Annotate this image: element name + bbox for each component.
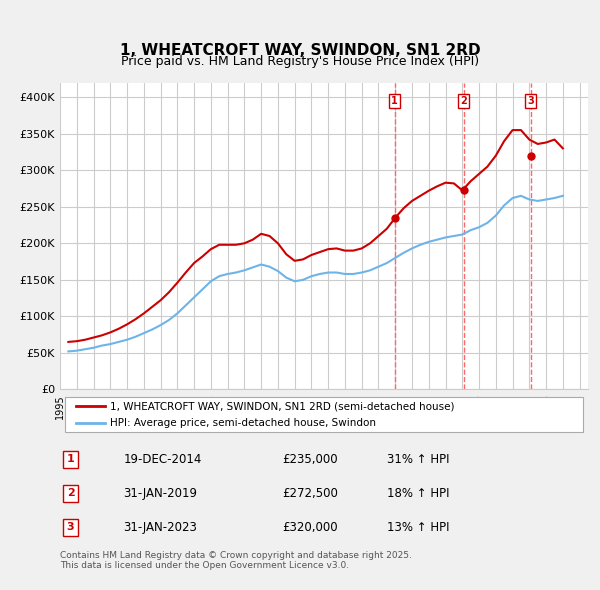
FancyBboxPatch shape: [65, 397, 583, 432]
Text: 18% ↑ HPI: 18% ↑ HPI: [388, 487, 450, 500]
Text: HPI: Average price, semi-detached house, Swindon: HPI: Average price, semi-detached house,…: [110, 418, 376, 428]
Text: £320,000: £320,000: [282, 521, 337, 534]
Text: 3: 3: [67, 523, 74, 532]
Text: 3: 3: [527, 96, 534, 106]
Text: 31% ↑ HPI: 31% ↑ HPI: [388, 453, 450, 466]
Text: 1: 1: [67, 454, 74, 464]
Text: 19-DEC-2014: 19-DEC-2014: [124, 453, 202, 466]
Text: 1: 1: [391, 96, 398, 106]
Text: £272,500: £272,500: [282, 487, 338, 500]
Text: 13% ↑ HPI: 13% ↑ HPI: [388, 521, 450, 534]
Text: 31-JAN-2023: 31-JAN-2023: [124, 521, 197, 534]
Text: 1, WHEATCROFT WAY, SWINDON, SN1 2RD: 1, WHEATCROFT WAY, SWINDON, SN1 2RD: [119, 42, 481, 58]
Text: Price paid vs. HM Land Registry's House Price Index (HPI): Price paid vs. HM Land Registry's House …: [121, 55, 479, 68]
Text: 1, WHEATCROFT WAY, SWINDON, SN1 2RD (semi-detached house): 1, WHEATCROFT WAY, SWINDON, SN1 2RD (sem…: [110, 401, 455, 411]
Text: 2: 2: [67, 489, 74, 499]
Text: 2: 2: [460, 96, 467, 106]
Text: This data is licensed under the Open Government Licence v3.0.: This data is licensed under the Open Gov…: [60, 560, 349, 569]
Text: £235,000: £235,000: [282, 453, 337, 466]
Text: Contains HM Land Registry data © Crown copyright and database right 2025.: Contains HM Land Registry data © Crown c…: [60, 550, 412, 559]
Text: 31-JAN-2019: 31-JAN-2019: [124, 487, 197, 500]
